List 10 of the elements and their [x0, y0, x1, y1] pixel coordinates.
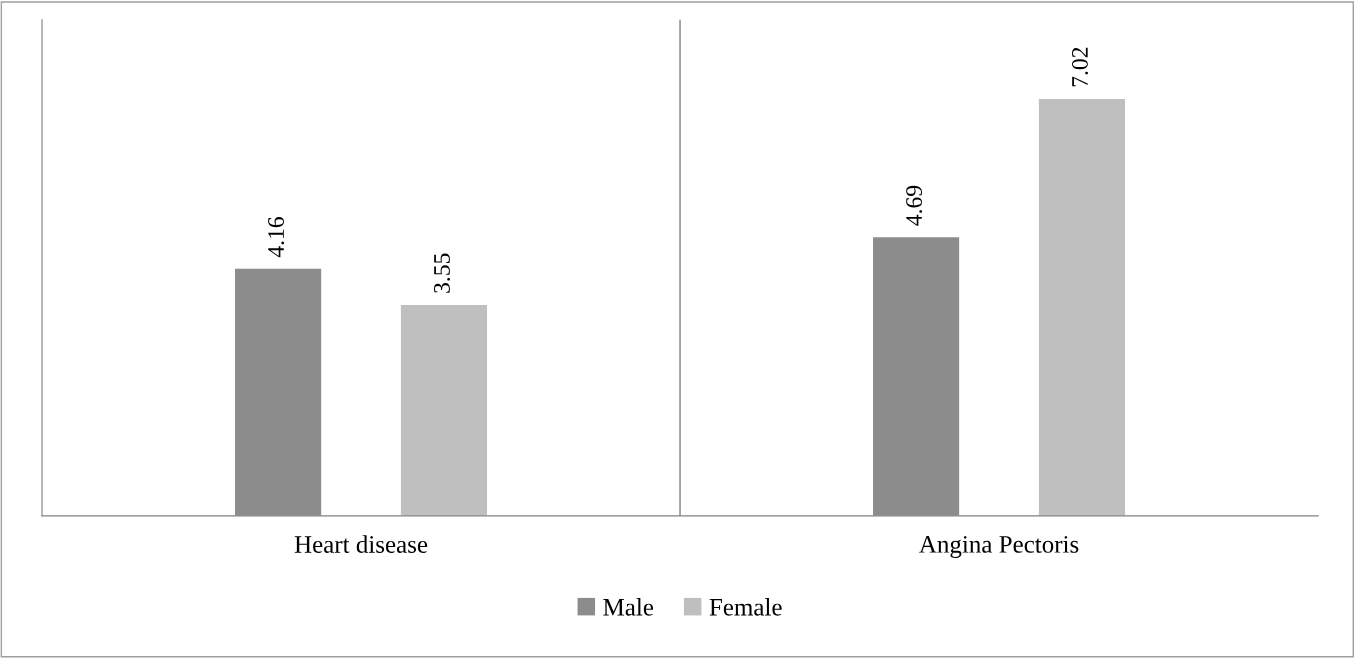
- data-label: 4.16: [268, 217, 285, 258]
- x-tick-label: Angina Pectoris: [919, 536, 1079, 558]
- x-tick-label: Heart disease: [294, 535, 428, 553]
- legend-label: Male: [603, 598, 654, 616]
- data-label: 4.69: [906, 185, 923, 226]
- data-label: 7.02: [1071, 47, 1088, 87]
- data-label: 3.55: [434, 253, 450, 293]
- bar: [400, 305, 488, 516]
- legend-label: Female: [709, 598, 782, 616]
- bar: [1038, 98, 1126, 516]
